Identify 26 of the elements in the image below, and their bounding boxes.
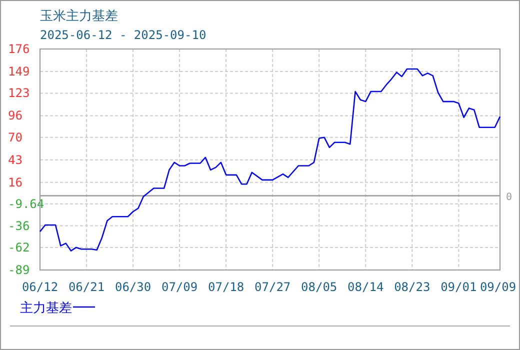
legend-label: 主力基差 xyxy=(20,300,72,315)
y-tick-label: 123 xyxy=(8,86,30,100)
y-tick-label: 149 xyxy=(8,64,30,79)
x-tick-label: 07/27 xyxy=(254,280,291,294)
x-tick-label: 07/09 xyxy=(161,280,198,294)
chart-subtitle: 2025-06-12 - 2025-09-10 xyxy=(40,28,206,42)
y-tick-label: 16 xyxy=(8,175,22,190)
x-tick-label: 06/12 xyxy=(22,280,58,294)
y-tick-label: 70 xyxy=(8,130,22,144)
x-tick-label: 08/05 xyxy=(301,280,338,294)
x-tick-label: 09/01 xyxy=(440,280,477,294)
x-tick-label: 06/30 xyxy=(114,280,152,294)
ref-line-label: 0 xyxy=(506,192,512,203)
y-tick-label: 176 xyxy=(8,42,30,56)
x-tick-label: 06/21 xyxy=(68,280,105,294)
x-tick-label: 08/14 xyxy=(348,280,384,294)
x-tick-label: 08/23 xyxy=(394,280,430,294)
y-tick-label: 43 xyxy=(8,152,22,167)
y-tick-label: -89 xyxy=(8,263,30,277)
y-tick-label: -62 xyxy=(8,240,30,254)
y-tick-label: 96 xyxy=(8,108,22,123)
y-tick-label: -36 xyxy=(8,218,30,233)
chart-title: 玉米主力基差 xyxy=(40,8,118,23)
y-tick-label: -9.64 xyxy=(8,196,44,211)
x-tick-label: 09/09 xyxy=(480,280,516,294)
x-tick-label: 07/18 xyxy=(208,280,244,294)
